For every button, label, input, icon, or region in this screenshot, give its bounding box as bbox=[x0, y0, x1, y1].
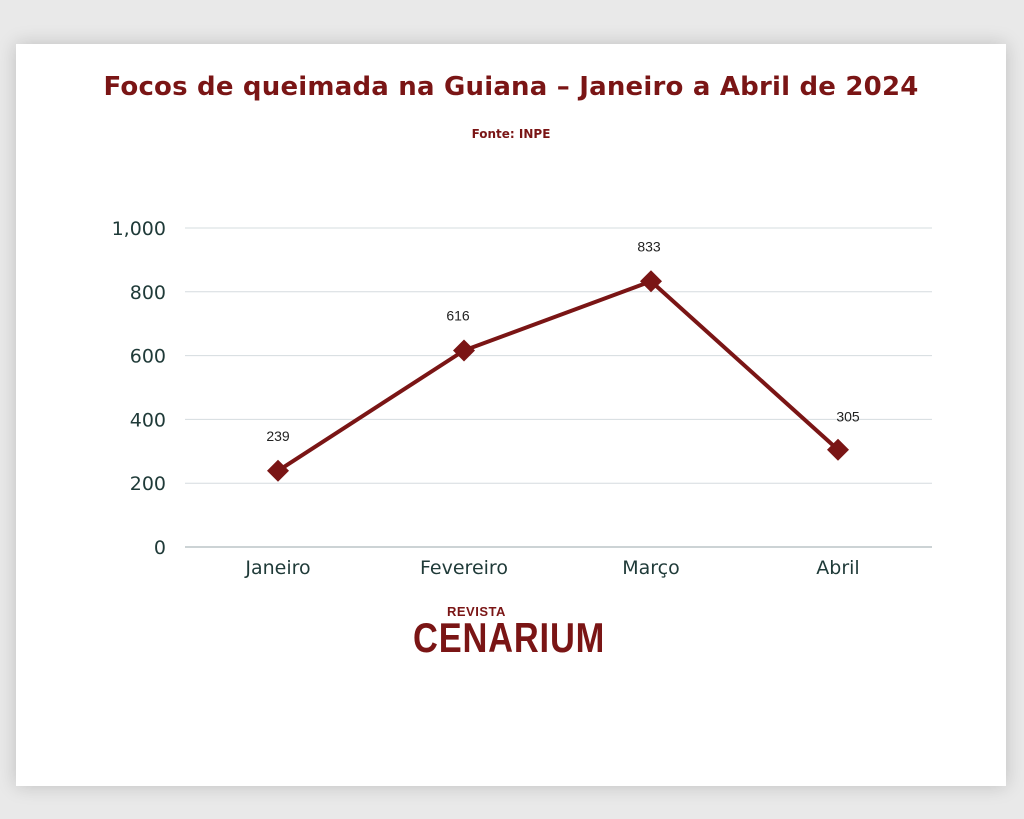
revista-cenarium-logo: REVISTA CENARIUM bbox=[413, 600, 613, 661]
chart-title: Focos de queimada na Guiana – Janeiro a … bbox=[103, 72, 919, 102]
x-tick-label: Fevereiro bbox=[420, 557, 508, 579]
logo-top-text: REVISTA bbox=[447, 604, 506, 619]
data-point-marker bbox=[827, 438, 849, 461]
x-tick-label: Janeiro bbox=[244, 557, 310, 579]
y-tick-label: 1,000 bbox=[112, 218, 166, 240]
x-tick-label: Março bbox=[622, 557, 680, 579]
x-tick-label: Abril bbox=[816, 557, 859, 579]
data-point-marker bbox=[453, 339, 475, 362]
chart-subtitle: Fonte: INPE bbox=[471, 127, 551, 141]
y-tick-label: 400 bbox=[130, 409, 166, 431]
data-label: 305 bbox=[836, 409, 860, 425]
data-point-marker bbox=[267, 459, 289, 482]
chart-card bbox=[16, 44, 1006, 786]
data-point-marker bbox=[640, 270, 662, 293]
data-label: 616 bbox=[446, 307, 470, 323]
y-tick-label: 200 bbox=[130, 473, 166, 495]
y-tick-label: 800 bbox=[130, 282, 166, 304]
logo-main-text: CENARIUM bbox=[413, 614, 606, 661]
data-label: 239 bbox=[266, 428, 290, 444]
y-tick-label: 600 bbox=[130, 346, 166, 368]
data-label: 833 bbox=[637, 238, 661, 254]
y-tick-label: 0 bbox=[154, 537, 166, 559]
series-line bbox=[276, 279, 840, 473]
